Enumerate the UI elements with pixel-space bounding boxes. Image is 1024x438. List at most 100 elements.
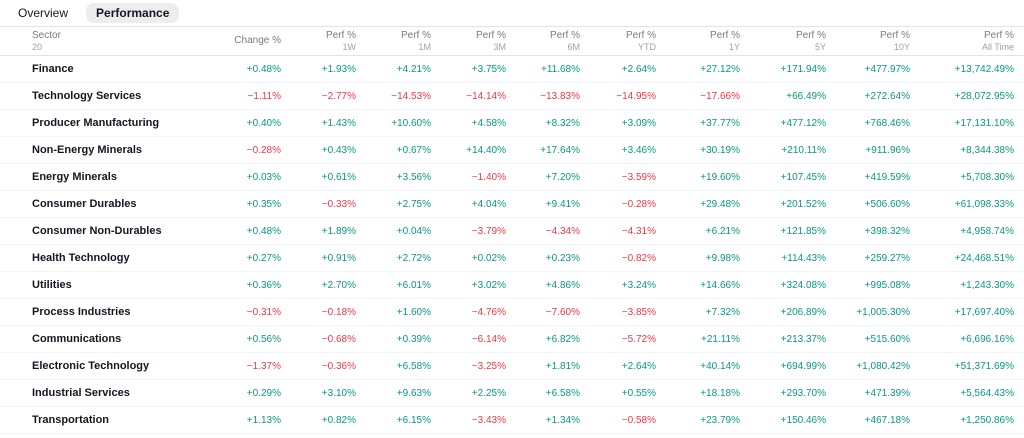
perf-value: −0.68% (321, 333, 356, 345)
column-header-1m[interactable]: Perf % 1M (356, 30, 431, 52)
tab-overview[interactable]: Overview (18, 6, 69, 20)
perf-value: +0.56% (246, 333, 281, 345)
perf-value: −2.77% (321, 90, 356, 102)
column-label: Change % (234, 35, 281, 47)
perf-value: −17.66% (700, 90, 740, 102)
column-header-6m[interactable]: Perf % 6M (506, 30, 580, 52)
table-row[interactable]: Industrial Services +0.29% +3.10% +9.63% +2.… (0, 380, 1024, 407)
table-row[interactable]: Communications +0.56% −0.68% +0.39% −6.14% +6… (0, 326, 1024, 353)
table-row[interactable]: Process Industries −0.31% −0.18% +1.60% −4.7… (0, 299, 1024, 326)
perf-value: +5,564.43% (960, 387, 1014, 399)
sector-performance-table: Sector 20 Change % Perf % 1W Perf % 1M Perf % 3M… (0, 26, 1024, 434)
table-row[interactable]: Electronic Technology −1.37% −0.36% +6.58% −… (0, 353, 1024, 380)
table-row[interactable]: Producer Manufacturing +0.40% +1.43% +10.60… (0, 110, 1024, 137)
perf-value: +4.04% (471, 198, 506, 210)
perf-value: +6.82% (545, 333, 580, 345)
column-label: Perf % (983, 30, 1014, 42)
perf-value: +51,371.69% (954, 360, 1014, 372)
perf-value: +206.89% (780, 306, 826, 318)
column-header-5y[interactable]: Perf % 5Y (740, 30, 826, 52)
perf-value: +9.41% (545, 198, 580, 210)
column-sub-label: YTD (638, 41, 656, 52)
column-label: Perf % (475, 30, 506, 42)
sector-name[interactable]: Electronic Technology (32, 360, 150, 372)
table-row[interactable]: Energy Minerals +0.03% +0.61% +3.56% −1.40% +… (0, 164, 1024, 191)
column-header-1w[interactable]: Perf % 1W (281, 30, 356, 52)
sector-name[interactable]: Technology Services (32, 90, 142, 102)
perf-value: +210.11% (781, 144, 826, 156)
perf-value: +0.55% (621, 387, 656, 399)
sector-name[interactable]: Finance (32, 63, 74, 75)
sector-name[interactable]: Communications (32, 333, 122, 345)
column-header-ytd[interactable]: Perf % YTD (580, 30, 656, 52)
perf-value: +1,250.86% (960, 414, 1014, 426)
perf-value: −14.53% (391, 90, 431, 102)
perf-value: +0.91% (321, 252, 356, 264)
perf-value: +1.81% (545, 360, 580, 372)
perf-value: +272.64% (864, 90, 910, 102)
table-row[interactable]: Transportation +1.13% +0.82% +6.15% −3.43% +1… (0, 407, 1024, 434)
table-row[interactable]: Non-Energy Minerals −0.28% +0.43% +0.67% +14… (0, 137, 1024, 164)
perf-value: +107.45% (780, 171, 826, 183)
perf-value: +9.63% (396, 387, 431, 399)
column-sub-label: 5Y (814, 41, 826, 52)
column-label: Perf % (325, 30, 356, 42)
table-row[interactable]: Health Technology +0.27% +0.91% +2.72% +0.02… (0, 245, 1024, 272)
column-label: Perf % (709, 30, 740, 42)
sector-name[interactable]: Process Industries (32, 306, 131, 318)
perf-value: +4.58% (471, 117, 506, 129)
column-label: Perf % (795, 30, 826, 42)
perf-value: +21.11% (700, 333, 740, 345)
column-sub-label: 1W (342, 41, 357, 52)
table-row[interactable]: Consumer Non-Durables +0.48% +1.89% +0.04% −… (0, 218, 1024, 245)
perf-value: −0.31% (246, 306, 281, 318)
column-header-all-time[interactable]: Perf % All Time (910, 30, 1014, 52)
sector-name[interactable]: Non-Energy Minerals (32, 144, 143, 156)
sector-name[interactable]: Industrial Services (32, 387, 130, 399)
column-header-1y[interactable]: Perf % 1Y (656, 30, 740, 52)
table-row[interactable]: Utilities +0.36% +2.70% +6.01% +3.02% +4.86% +… (0, 272, 1024, 299)
table-row[interactable]: Finance +0.48% +1.93% +4.21% +3.75% +11.68% +2… (0, 56, 1024, 83)
perf-value: +121.85% (780, 225, 826, 237)
perf-value: +477.12% (780, 117, 826, 129)
perf-value: −4.34% (545, 225, 580, 237)
perf-value: +0.39% (396, 333, 431, 345)
column-sub-label: 10Y (893, 41, 910, 52)
perf-value: +3.56% (396, 171, 431, 183)
perf-value: +213.37% (780, 333, 826, 345)
tab-bar: Overview Performance (0, 0, 1024, 26)
sector-name[interactable]: Consumer Durables (32, 198, 137, 210)
sector-name[interactable]: Transportation (32, 414, 110, 426)
column-header-change[interactable]: Change % (215, 35, 281, 47)
column-header-3m[interactable]: Perf % 3M (431, 30, 506, 52)
sector-name[interactable]: Consumer Non-Durables (32, 225, 162, 237)
perf-value: −1.40% (471, 171, 506, 183)
column-sub-label: 1M (418, 41, 431, 52)
perf-value: +0.48% (246, 225, 281, 237)
perf-value: +419.59% (864, 171, 910, 183)
sector-name[interactable]: Energy Minerals (32, 171, 117, 183)
perf-value: +995.08% (864, 279, 910, 291)
perf-value: +4.86% (545, 279, 580, 291)
perf-value: +324.08% (780, 279, 826, 291)
sector-name[interactable]: Producer Manufacturing (32, 117, 160, 129)
sector-name[interactable]: Health Technology (32, 252, 130, 264)
perf-value: +4,958.74% (960, 225, 1014, 237)
perf-value: +477.97% (864, 63, 910, 75)
perf-value: −5.72% (621, 333, 656, 345)
perf-value: −3.43% (471, 414, 506, 426)
column-label: Perf % (400, 30, 431, 42)
tab-performance[interactable]: Performance (86, 3, 180, 23)
column-header-sector[interactable]: Sector 20 (0, 30, 215, 52)
table-row[interactable]: Consumer Durables +0.35% −0.33% +2.75% +4.04… (0, 191, 1024, 218)
perf-value: −14.14% (466, 90, 506, 102)
perf-value: +3.46% (621, 144, 656, 156)
perf-value: +114.43% (781, 252, 826, 264)
table-row[interactable]: Technology Services −1.11% −2.77% −14.53% −1… (0, 83, 1024, 110)
perf-value: −1.11% (247, 90, 281, 102)
perf-value: +14.66% (700, 279, 740, 291)
perf-value: +17,697.40% (954, 306, 1014, 318)
column-sub-label: 20 (32, 41, 43, 52)
sector-name[interactable]: Utilities (32, 279, 72, 291)
column-header-10y[interactable]: Perf % 10Y (826, 30, 910, 52)
